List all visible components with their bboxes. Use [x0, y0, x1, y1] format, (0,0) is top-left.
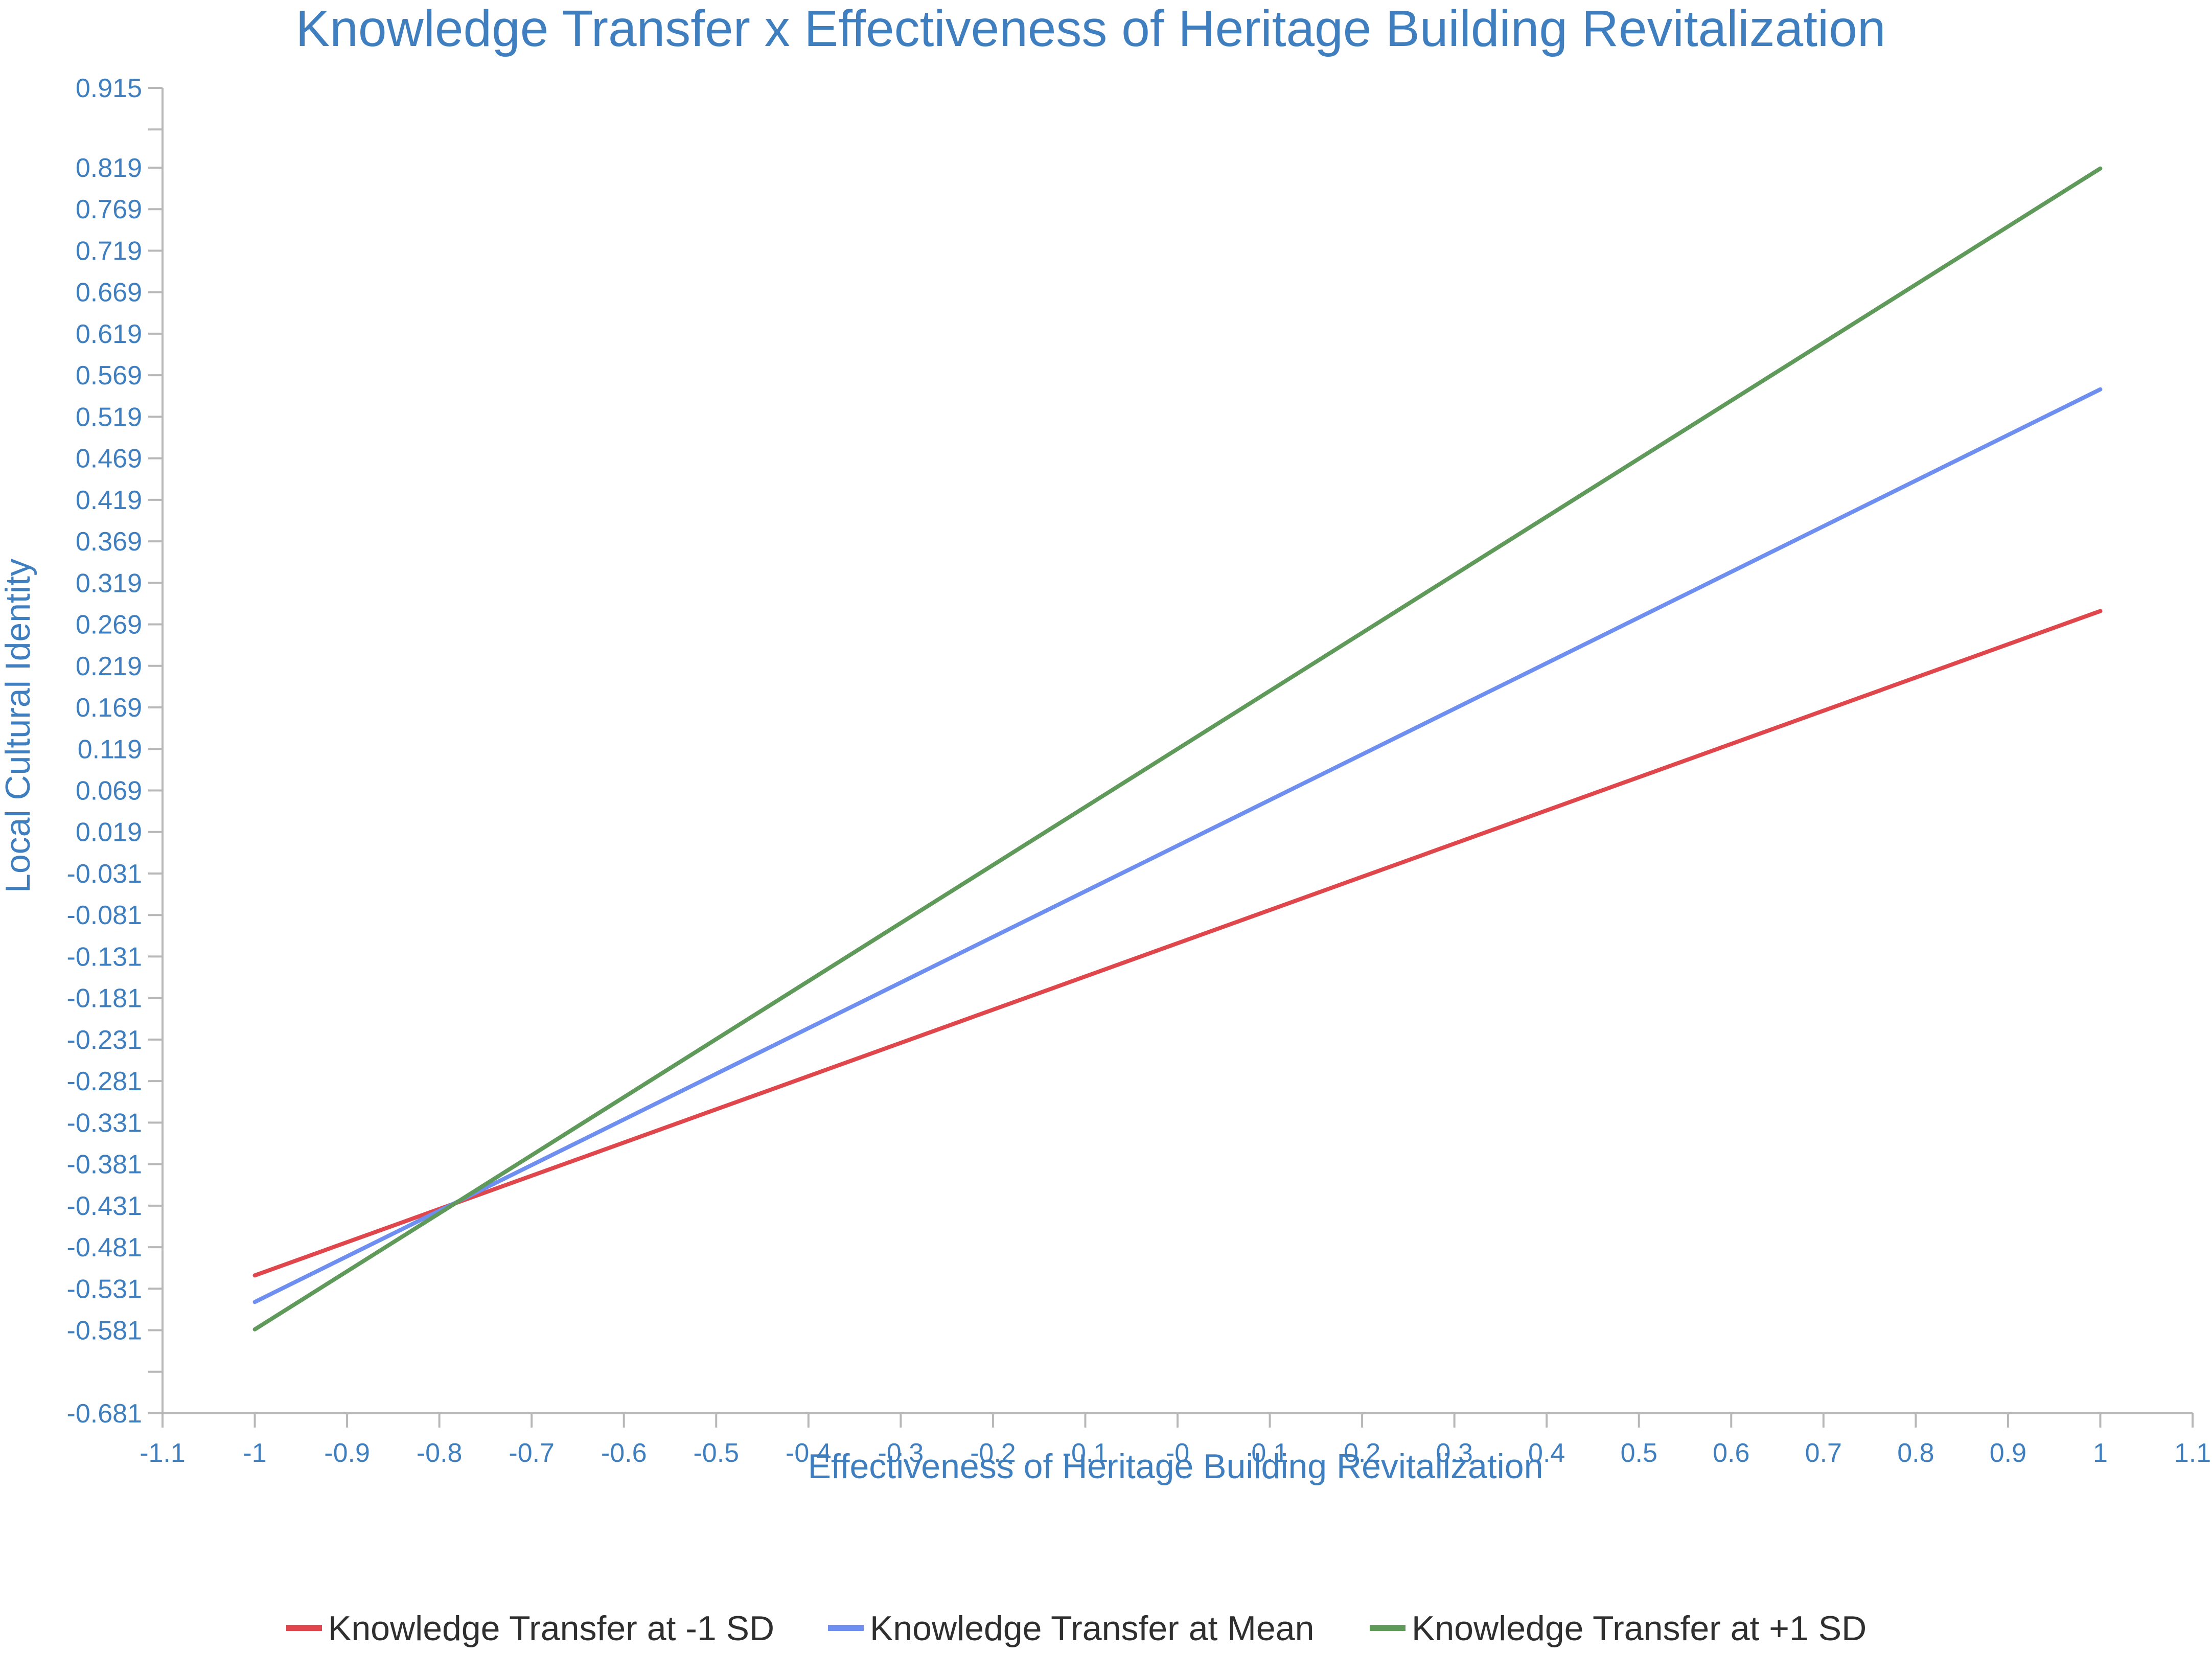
y-tick-label: 0.719: [76, 236, 142, 266]
x-tick-label: -0.1: [1063, 1438, 1109, 1468]
x-tick-label: -0.2: [970, 1438, 1016, 1468]
x-tick-label: 0.7: [1805, 1438, 1842, 1468]
x-tick-label: -1: [243, 1438, 266, 1468]
x-tick-label: 0.5: [1621, 1438, 1657, 1468]
x-tick-label: 0.3: [1436, 1438, 1472, 1468]
y-tick-label: 0.419: [76, 486, 142, 515]
series-line-1: [252, 609, 2103, 1278]
y-tick-label: -0.231: [67, 1025, 142, 1055]
y-tick-label: -0.681: [67, 1399, 142, 1429]
y-tick-label: 0.169: [76, 693, 142, 723]
x-tick-label: 0.2: [1344, 1438, 1380, 1468]
x-tick-label: -0.5: [693, 1438, 739, 1468]
y-tick-label: 0.319: [76, 568, 142, 598]
y-tick-label: 0.119: [78, 734, 142, 764]
x-tick-label: -1.1: [140, 1438, 186, 1468]
x-tick-label: -0.3: [878, 1438, 924, 1468]
y-tick-label: -0.531: [67, 1274, 142, 1304]
y-tick-label: -0.581: [67, 1316, 142, 1346]
y-tick-label: -0.131: [67, 942, 142, 972]
y-tick-label: -0.031: [67, 859, 142, 889]
y-tick-label: -0.081: [67, 901, 142, 930]
x-tick-label: 1: [2093, 1438, 2108, 1468]
y-tick-label: 0.569: [76, 361, 142, 390]
legend-label-2: Knowledge Transfer at Mean: [870, 1609, 1314, 1648]
y-tick-label: 0.669: [76, 278, 142, 308]
y-tick-label: 0.269: [76, 610, 142, 640]
y-axis-ticks: -0.681 -0.581 -0.531 -0.481 -0.431 -0.381 -0.3…: [67, 74, 163, 1429]
y-tick-label: 0.619: [76, 319, 142, 349]
x-tick-label: -0.8: [417, 1438, 463, 1468]
y-tick-label: -0.181: [67, 984, 142, 1014]
legend: Knowledge Transfer at -1 SD Knowledge Tra…: [286, 1609, 1867, 1648]
y-tick-label: -0.481: [67, 1233, 142, 1262]
y-tick-label: 0.019: [76, 818, 142, 847]
y-tick-label: 0.069: [76, 776, 142, 806]
chart-title: Knowledge Transfer x Effectiveness of He…: [296, 0, 1886, 57]
y-tick-label: 0.519: [76, 402, 142, 432]
x-tick-label: -0: [1166, 1438, 1189, 1468]
x-tick-label: -0.7: [509, 1438, 555, 1468]
legend-label-3: Knowledge Transfer at +1 SD: [1412, 1609, 1867, 1648]
x-tick-label: 0.1: [1251, 1438, 1288, 1468]
plot-series: [252, 166, 2103, 1331]
y-tick-label: -0.381: [67, 1150, 142, 1180]
x-tick-label: 0.9: [1990, 1438, 2026, 1468]
legend-label-1: Knowledge Transfer at -1 SD: [328, 1609, 774, 1648]
y-tick-label: 0.369: [76, 527, 142, 557]
x-tick-label: -0.4: [786, 1438, 832, 1468]
series-line-3: [252, 166, 2103, 1331]
y-axis-title: Local Cultural Identity: [0, 559, 37, 893]
y-tick-label: -0.281: [67, 1067, 142, 1096]
x-axis-ticks: -1.1 -1 -0.9 -0.8 -0.7 -0.6 -0.5 -0.4 -0.3 -0.2 -0…: [140, 1413, 2211, 1468]
y-tick-label: 0.819: [76, 153, 142, 183]
x-tick-label: 1.1: [2174, 1438, 2211, 1468]
series-line-2: [252, 387, 2103, 1304]
x-tick-label: 0.6: [1713, 1438, 1749, 1468]
x-tick-label: 0.8: [1897, 1438, 1934, 1468]
x-tick-label: -0.6: [601, 1438, 647, 1468]
y-tick-label: 0.469: [76, 444, 142, 474]
x-tick-label: -0.9: [324, 1438, 370, 1468]
y-tick-label: 0.219: [76, 652, 142, 681]
x-tick-label: 0.4: [1528, 1438, 1565, 1468]
y-tick-label: -0.331: [67, 1108, 142, 1138]
y-tick-label: 0.769: [76, 195, 142, 224]
y-tick-label: 0.915: [76, 74, 142, 103]
y-tick-label: -0.431: [67, 1191, 142, 1221]
x-axis-title: Effectiveness of Heritage Building Revit…: [808, 1447, 1543, 1486]
